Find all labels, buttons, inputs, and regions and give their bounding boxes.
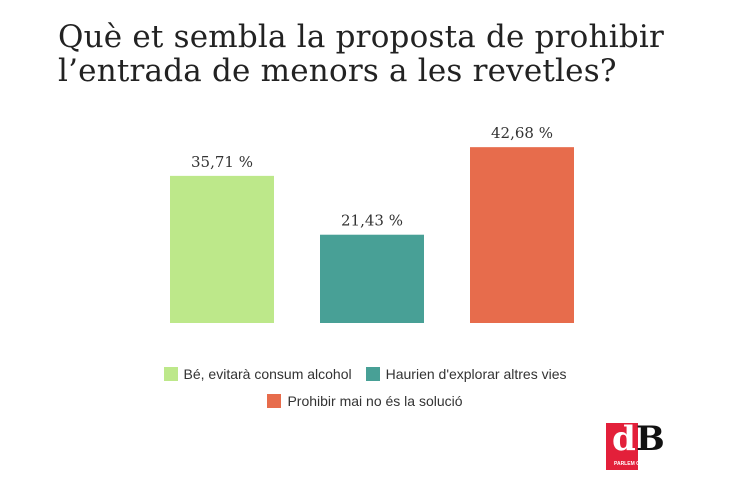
legend-item: Haurien d'explorar altres vies xyxy=(365,366,567,382)
legend-label: Prohibir mai no és la solució xyxy=(287,393,463,409)
legend-swatch xyxy=(163,367,178,381)
data-label: 21,43 % xyxy=(341,212,403,230)
bar xyxy=(320,234,424,323)
db-logo: d B PARLEM COM TU xyxy=(606,419,676,473)
legend-swatch xyxy=(365,367,380,381)
bar xyxy=(170,175,274,323)
bar xyxy=(470,147,574,323)
chart-title: Què et sembla la proposta de prohibir l’… xyxy=(58,19,664,89)
legend-label: Haurien d'explorar altres vies xyxy=(385,366,567,382)
data-label: 42,68 % xyxy=(491,124,553,142)
legend-row-2: Prohibir mai no és la solució xyxy=(0,393,730,409)
data-label: 35,71 % xyxy=(191,153,253,171)
legend-item: Prohibir mai no és la solució xyxy=(267,393,463,409)
legend-item: Bé, evitarà consum alcohol xyxy=(163,366,352,382)
legend-row-1: Bé, evitarà consum alcohol Haurien d'exp… xyxy=(0,366,730,382)
legend-swatch xyxy=(267,394,282,408)
legend-label: Bé, evitarà consum alcohol xyxy=(183,366,352,382)
